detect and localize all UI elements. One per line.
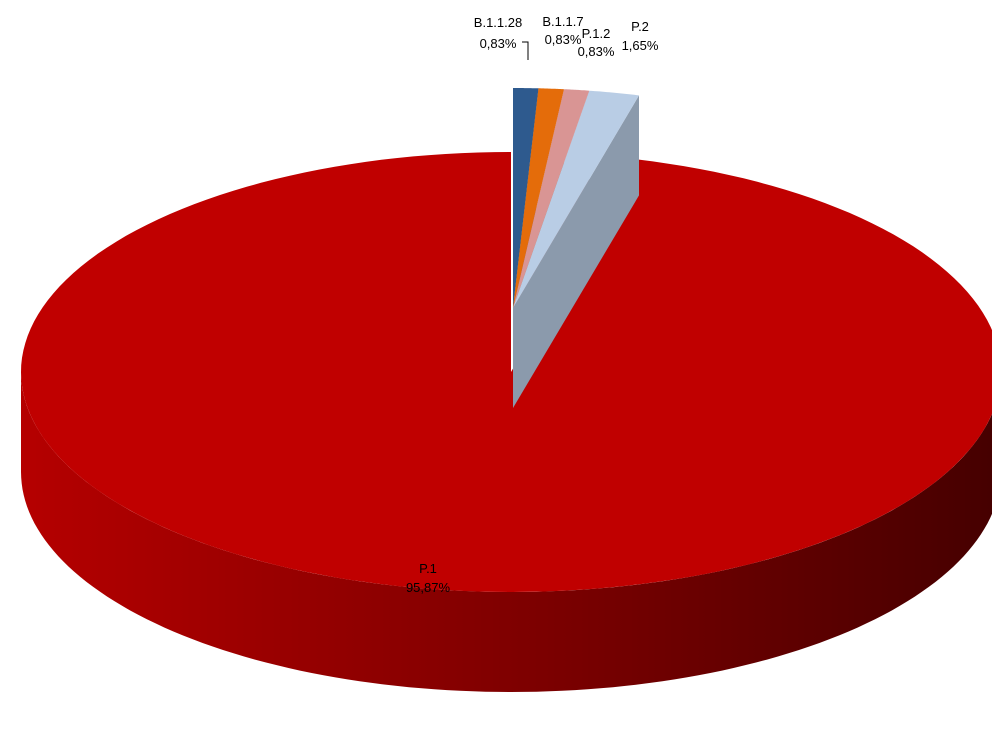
slice-side-p-2 — [513, 95, 639, 409]
slice-b-1-1-7 — [513, 88, 564, 308]
slice-label-value: 0,83% — [545, 32, 582, 47]
slice-p-1 — [21, 152, 992, 592]
slice-label-name: P.2 — [631, 19, 649, 34]
slice-label-name: P.1.2 — [582, 26, 611, 41]
slice-label-value: 95,87% — [406, 580, 451, 595]
slice-side-p-1 — [21, 372, 992, 692]
slice-b-1-1-28 — [513, 88, 539, 308]
slice-p-1-2 — [513, 89, 590, 308]
slice-label-b-1-1-7: B.1.1.7 0,83% — [542, 14, 583, 47]
slice-label-value: 0,83% — [578, 44, 615, 59]
slice-label-value: 1,65% — [622, 38, 659, 53]
slice-label-p-1-2: P.1.2 0,83% — [578, 26, 615, 59]
label-leader-line — [522, 41, 529, 60]
slice-label-name: B.1.1.28 — [474, 15, 522, 30]
slice-label-value: 0,83% — [480, 36, 517, 51]
slice-label-name: P.1 — [419, 561, 437, 576]
slice-label-p-2: P.2 1,65% — [622, 19, 659, 53]
slice-label-name: B.1.1.7 — [542, 14, 583, 29]
slice-label-p-1: P.1 95,87% — [406, 561, 451, 595]
slice-label-b-1-1-28: B.1.1.28 0,83% — [474, 15, 522, 51]
slice-p-2 — [513, 90, 639, 308]
